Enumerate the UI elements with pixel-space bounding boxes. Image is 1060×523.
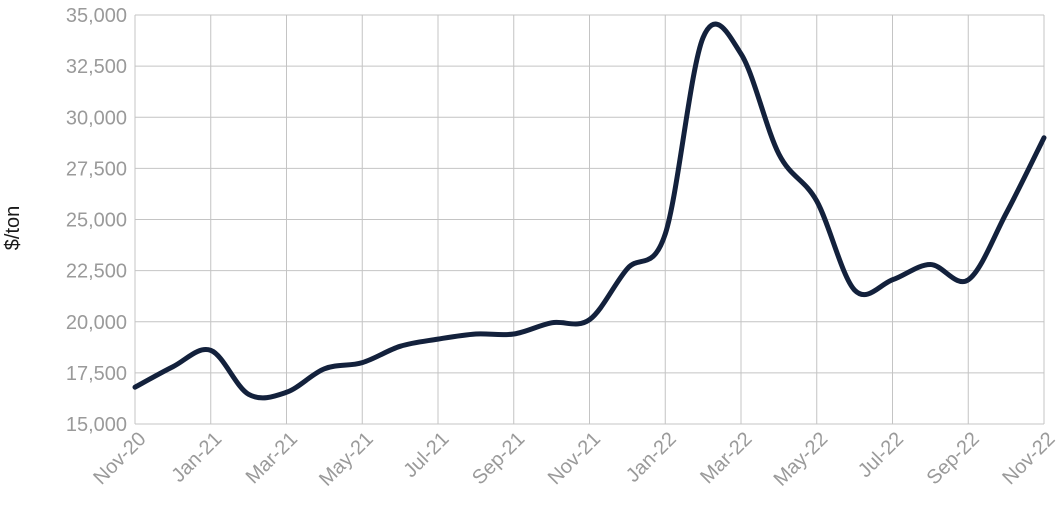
y-tick-label: 15,000 [66, 414, 127, 436]
series-line [132, 21, 1047, 401]
y-tick-label: 32,500 [66, 56, 127, 78]
x-tick-label: Jan-21 [167, 428, 226, 487]
x-tick-label: Nov-21 [544, 428, 605, 489]
x-axis-ticks: Nov-20 Jan-21 Mar-21 May-21 Jul-21 Sep-21 Nov-… [89, 428, 1059, 491]
x-tick-label: May-21 [315, 428, 378, 491]
grid-lines [134, 14, 1045, 425]
x-tick-label: Jul-22 [854, 428, 908, 482]
y-tick-label: 30,000 [66, 107, 127, 129]
y-tick-label: 25,000 [66, 210, 127, 232]
y-tick-label: 35,000 [66, 5, 127, 27]
y-tick-label: 17,500 [66, 363, 127, 385]
x-tick-label: Nov-22 [998, 428, 1059, 489]
x-tick-label: Sep-21 [468, 428, 529, 489]
x-tick-label: Mar-22 [696, 428, 756, 488]
x-tick-label: May-22 [770, 428, 833, 491]
y-tick-label: 22,500 [66, 261, 127, 283]
x-tick-label: Mar-21 [242, 428, 302, 488]
x-tick-label: Sep-22 [923, 428, 984, 489]
y-axis-label: $/ton [2, 206, 24, 250]
y-tick-label: 20,000 [66, 312, 127, 334]
x-tick-label: Jan-22 [622, 428, 681, 487]
y-tick-label: 27,500 [66, 158, 127, 180]
x-tick-label: Nov-20 [89, 428, 150, 489]
y-axis-ticks: 15,000 17,500 20,000 22,500 25,000 27,500 30,0… [66, 5, 127, 436]
x-tick-label: Jul-21 [399, 428, 453, 482]
